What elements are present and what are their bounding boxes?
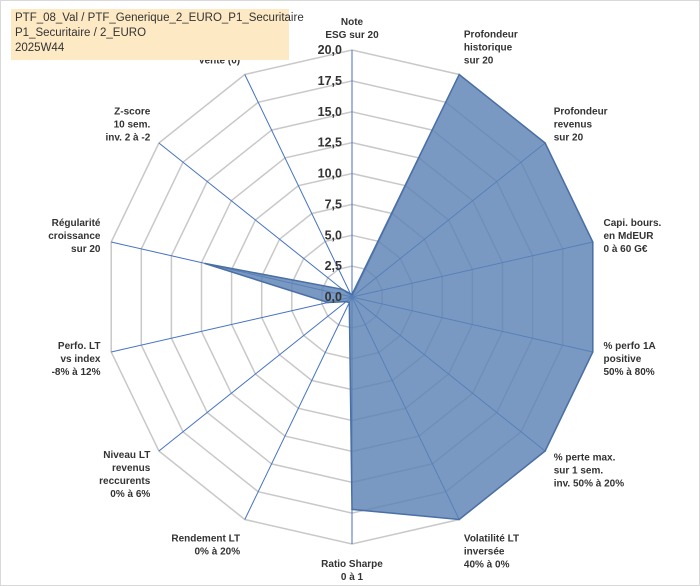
category-label-line: 0 à 60 G€ bbox=[604, 244, 648, 255]
category-label-line: Profondeur bbox=[554, 107, 608, 118]
radial-tick-label: 15,0 bbox=[318, 105, 342, 119]
category-label-line: 0 à 1 bbox=[341, 572, 364, 583]
category-label-line: revenus bbox=[554, 120, 593, 131]
radial-tick-label: 7,5 bbox=[325, 197, 342, 211]
category-label-line: 0% à 20% bbox=[195, 546, 241, 557]
title-line-1: PTF_08_Val / PTF_Generique_2_EURO_P1_Sec… bbox=[15, 12, 304, 24]
category-label-line: Perfo. LT bbox=[58, 341, 101, 352]
title-line-3: 2025W44 bbox=[15, 42, 65, 54]
category-label-line: Ratio Sharpe bbox=[321, 559, 383, 570]
category-label: Rendement LT 0% à 20% bbox=[171, 533, 240, 557]
radial-tick-label: 20,0 bbox=[318, 43, 342, 57]
category-label: Perfo. LT vs index -8% à 12% bbox=[52, 341, 101, 378]
category-label: Niveau LT revenus reccurents 0% à 6% bbox=[99, 450, 151, 500]
category-label-line: Z-score bbox=[114, 107, 151, 118]
category-label: Profondeur historique sur 20 bbox=[464, 30, 518, 67]
category-label-line: croissance bbox=[48, 231, 101, 242]
category-label-line: 40% à 0% bbox=[464, 559, 510, 570]
axis-spoke bbox=[111, 296, 353, 353]
category-label: Ratio Sharpe 0 à 1 bbox=[321, 559, 383, 583]
data-point bbox=[327, 301, 329, 304]
data-point bbox=[345, 300, 348, 303]
chart-title-box: PTF_08_Val / PTF_Generique_2_EURO_P1_Sec… bbox=[11, 9, 304, 60]
category-label-line: 0% à 6% bbox=[110, 489, 150, 500]
category-label-line: vs index bbox=[60, 354, 100, 365]
category-label-line: inv. 2 à -2 bbox=[105, 133, 150, 144]
category-label-line: positive bbox=[604, 354, 642, 365]
data-point bbox=[204, 262, 206, 265]
category-label-line: Note bbox=[341, 17, 364, 28]
radial-tick-label: 17,5 bbox=[318, 74, 342, 88]
category-label-line: % perte max. bbox=[554, 453, 616, 464]
category-label-line: Rendement LT bbox=[171, 533, 240, 544]
category-label-line: reccurents bbox=[99, 476, 151, 487]
data-point bbox=[592, 241, 594, 243]
category-label-line: historique bbox=[464, 43, 513, 54]
radial-tick-label: 10,0 bbox=[318, 167, 342, 181]
data-point bbox=[351, 508, 353, 511]
category-label-line: -8% à 12% bbox=[52, 367, 101, 378]
data-point bbox=[458, 518, 461, 521]
axis-spoke bbox=[244, 74, 353, 298]
category-label: Volatilité LT inversée 40% à 0% bbox=[464, 533, 519, 570]
radial-tick-label: 5,0 bbox=[325, 228, 342, 242]
category-label-line: sur 20 bbox=[554, 133, 584, 144]
data-point bbox=[458, 73, 461, 76]
category-label-line: revenus bbox=[112, 463, 151, 474]
category-label-line: sur 1 sem. bbox=[554, 466, 604, 477]
radial-tick-label: 0,0 bbox=[325, 290, 342, 304]
category-label-line: Niveau LT bbox=[103, 450, 150, 461]
radar-series bbox=[204, 73, 594, 521]
title-line-2: P1_Securitaire / 2_EURO bbox=[15, 27, 147, 39]
radial-tick-label: 12,5 bbox=[318, 136, 342, 150]
category-label-line: sur 20 bbox=[71, 244, 101, 255]
category-label-line: % perfo 1A bbox=[604, 341, 656, 352]
category-label-line: Régularité bbox=[52, 218, 101, 229]
category-label-line: inv. 50% à 20% bbox=[554, 479, 625, 490]
category-label-line: Volatilité LT bbox=[464, 533, 519, 544]
category-label: % perfo 1A positive 50% à 80% bbox=[604, 341, 656, 378]
category-label-line: ESG sur 20 bbox=[325, 30, 379, 41]
category-label: Profondeur revenus sur 20 bbox=[554, 107, 608, 144]
category-label: Z-score 10 sem. inv. 2 à -2 bbox=[105, 107, 150, 144]
category-label-line: inversée bbox=[464, 546, 505, 557]
category-label: Régularité croissance sur 20 bbox=[48, 218, 101, 255]
data-point bbox=[348, 301, 351, 304]
category-label-line: 10 sem. bbox=[114, 120, 151, 131]
data-point bbox=[544, 450, 546, 452]
category-label-line: en MdEUR bbox=[604, 231, 655, 242]
category-label-line: 50% à 80% bbox=[604, 367, 655, 378]
data-point bbox=[341, 288, 344, 291]
category-label: % perte max. sur 1 sem. inv. 50% à 20% bbox=[554, 453, 625, 490]
data-point bbox=[544, 142, 546, 144]
axis-spoke bbox=[244, 296, 353, 520]
category-label: Capi. bours. en MdEUR 0 à 60 G€ bbox=[604, 218, 662, 255]
category-label: Note ESG sur 20 bbox=[325, 17, 379, 41]
category-label-line: sur 20 bbox=[464, 56, 494, 67]
category-label-line: Profondeur bbox=[464, 30, 518, 41]
category-label-line: Vente (0) bbox=[198, 56, 240, 67]
radial-tick-label: 2,5 bbox=[325, 259, 342, 273]
axis-spoke bbox=[158, 296, 353, 452]
data-point bbox=[592, 351, 594, 353]
data-point bbox=[351, 293, 353, 296]
category-label-line: Capi. bours. bbox=[604, 218, 662, 229]
axis-spoke bbox=[158, 142, 353, 298]
series-area bbox=[204, 73, 594, 521]
data-point bbox=[349, 292, 352, 295]
radial-tick-labels: 0,0 2,5 5,0 7,5 10,0 12,5 15,0 17,5 20,0 bbox=[318, 43, 342, 304]
